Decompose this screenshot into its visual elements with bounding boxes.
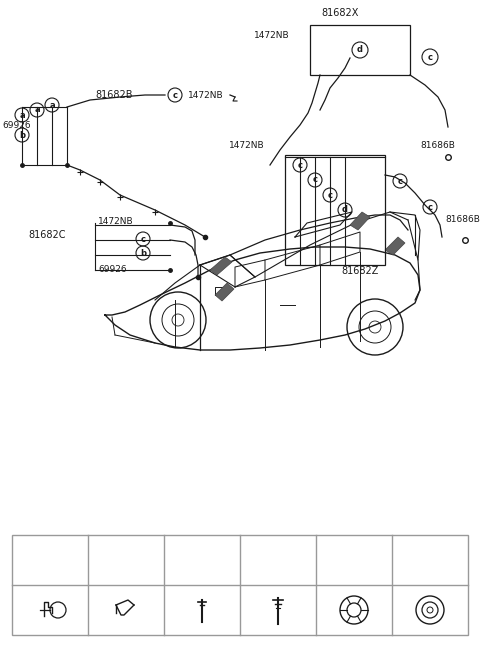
Text: d: d	[258, 555, 264, 565]
Text: 81686B: 81686B	[445, 215, 480, 225]
Text: 81682C: 81682C	[28, 230, 65, 240]
Text: c: c	[298, 160, 302, 170]
Text: 89087: 89087	[267, 555, 296, 565]
Text: 81686B: 81686B	[420, 141, 455, 149]
Polygon shape	[215, 283, 234, 301]
Text: b: b	[106, 555, 112, 565]
Bar	[285, 155, 385, 265]
Text: 1472NB: 1472NB	[188, 90, 224, 100]
Text: a: a	[34, 105, 40, 115]
Text: c: c	[312, 176, 317, 185]
Text: c: c	[183, 555, 188, 565]
Text: c: c	[428, 202, 432, 212]
Text: 1076AM: 1076AM	[411, 555, 448, 565]
Text: 69926: 69926	[98, 265, 127, 274]
Polygon shape	[350, 212, 370, 230]
Bar	[310, 25, 410, 75]
Text: c: c	[327, 191, 333, 200]
Text: 84173S: 84173S	[337, 555, 371, 565]
Text: 91960S: 91960S	[112, 555, 147, 565]
Text: a: a	[30, 555, 36, 565]
Polygon shape	[210, 257, 232, 275]
Text: d: d	[357, 45, 363, 54]
Polygon shape	[385, 237, 405, 255]
Text: c: c	[428, 52, 432, 62]
Text: 1472NB: 1472NB	[254, 31, 290, 39]
Text: b: b	[19, 130, 25, 140]
Text: b: b	[140, 248, 146, 257]
Text: a: a	[19, 111, 25, 119]
Text: 81682X: 81682X	[321, 8, 359, 18]
Text: a: a	[49, 100, 55, 109]
Text: c: c	[397, 176, 403, 185]
Text: c: c	[172, 90, 178, 100]
Text: 71755: 71755	[39, 555, 68, 565]
Text: 1472NB: 1472NB	[229, 141, 265, 149]
Text: 69926: 69926	[2, 121, 31, 130]
Text: 81682B: 81682B	[95, 90, 132, 100]
Text: d: d	[342, 206, 348, 214]
Text: 0K2A1: 0K2A1	[191, 555, 220, 565]
Text: c: c	[141, 234, 145, 244]
Text: 1472NB: 1472NB	[98, 217, 133, 225]
Bar	[12, 535, 468, 635]
Text: 81682Z: 81682Z	[341, 266, 379, 276]
